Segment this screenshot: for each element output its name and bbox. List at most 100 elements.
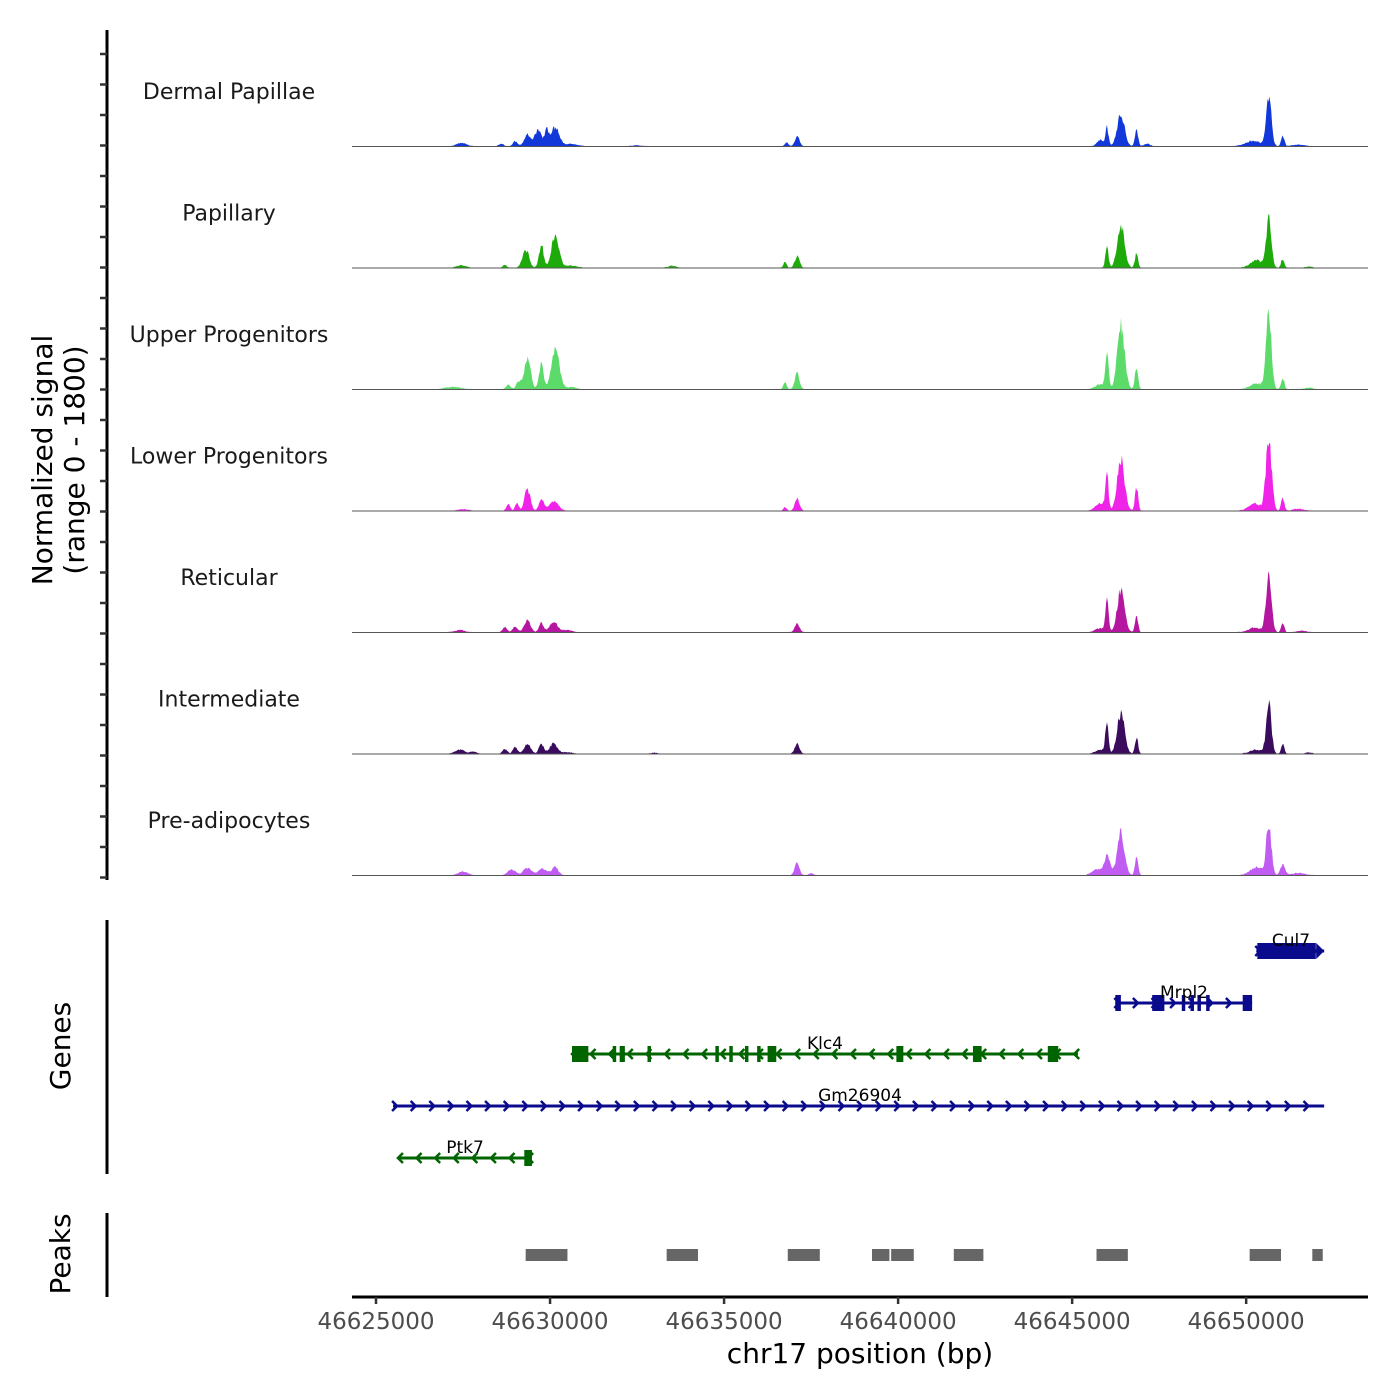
exon bbox=[619, 1046, 625, 1062]
strand-arrow bbox=[998, 1048, 1006, 1060]
strand-arrow bbox=[577, 1100, 585, 1112]
track-label: Pre-adipocytes bbox=[148, 809, 311, 834]
x-tick-label: 46645000 bbox=[1014, 1309, 1131, 1335]
exon bbox=[1206, 995, 1210, 1011]
gene-model: Cul7 bbox=[1254, 931, 1325, 959]
x-tick-label: 46635000 bbox=[666, 1309, 783, 1335]
strand-arrow bbox=[867, 1048, 876, 1060]
strand-arrow bbox=[507, 1152, 516, 1164]
strand-arrow bbox=[433, 1152, 442, 1164]
genes-track-label: Genes bbox=[44, 1002, 77, 1090]
coverage-track: Papillary bbox=[182, 202, 1368, 269]
strand-arrow bbox=[663, 1048, 671, 1060]
track-label: Upper Progenitors bbox=[130, 323, 329, 348]
strand-arrow bbox=[818, 1100, 827, 1112]
exon bbox=[715, 1046, 719, 1062]
peak-region bbox=[953, 1249, 984, 1261]
exon bbox=[1181, 995, 1186, 1011]
strand-arrow bbox=[700, 1048, 709, 1060]
strand-arrow bbox=[1283, 1100, 1292, 1112]
exon bbox=[524, 1150, 532, 1166]
peak-region bbox=[1096, 1249, 1128, 1261]
strand-arrow bbox=[960, 1048, 969, 1060]
strand-arrow bbox=[1153, 1100, 1162, 1112]
strand-arrow bbox=[930, 1100, 939, 1112]
strand-arrow bbox=[942, 1048, 950, 1060]
strand-arrow bbox=[830, 1048, 839, 1060]
strand-arrow bbox=[744, 1100, 753, 1112]
strand-arrow bbox=[1132, 997, 1140, 1009]
exon bbox=[612, 1046, 617, 1062]
coverage-area bbox=[393, 571, 1327, 633]
strand-arrow bbox=[1169, 997, 1177, 1009]
strand-arrow bbox=[391, 1100, 399, 1112]
strand-arrow bbox=[607, 1048, 616, 1060]
exon bbox=[896, 1046, 904, 1062]
gene-label: Cul7 bbox=[1272, 931, 1310, 951]
strand-arrow bbox=[737, 1048, 746, 1060]
x-tick-label: 46625000 bbox=[317, 1309, 434, 1335]
exon bbox=[1197, 995, 1201, 1011]
strand-arrow bbox=[409, 1100, 418, 1112]
strand-arrow bbox=[1035, 1048, 1043, 1060]
strand-arrow bbox=[893, 1100, 902, 1112]
track-label: Lower Progenitors bbox=[130, 445, 328, 470]
exon bbox=[1257, 943, 1316, 959]
exon bbox=[972, 1046, 982, 1062]
strand-arrow bbox=[793, 1048, 802, 1060]
strand-arrow bbox=[489, 1152, 497, 1164]
track-label: Reticular bbox=[180, 566, 278, 591]
strand-arrow bbox=[986, 1100, 995, 1112]
strand-arrow bbox=[396, 1152, 404, 1164]
strand-arrow bbox=[781, 1100, 790, 1112]
strand-arrow bbox=[670, 1100, 678, 1112]
coverage-area bbox=[393, 442, 1327, 511]
peak-region bbox=[787, 1249, 820, 1261]
x-tick-label: 46640000 bbox=[840, 1309, 957, 1335]
strand-arrow bbox=[632, 1100, 641, 1112]
coverage-track: Reticular bbox=[180, 566, 1368, 633]
strand-arrow bbox=[428, 1100, 437, 1112]
strand-arrow bbox=[725, 1100, 734, 1112]
strand-arrow bbox=[1072, 1048, 1081, 1060]
exon bbox=[1190, 995, 1194, 1011]
x-tick-label: 46650000 bbox=[1188, 1309, 1305, 1335]
peak-region bbox=[1249, 1249, 1281, 1261]
strand-arrow bbox=[470, 1152, 479, 1164]
gene-model: Ptk7 bbox=[396, 1138, 535, 1166]
track-label: Papillary bbox=[182, 202, 276, 227]
peak-region bbox=[1312, 1249, 1323, 1261]
peak-region bbox=[666, 1249, 698, 1261]
y-axis-title-line2: (range 0 - 1800) bbox=[58, 345, 91, 574]
strand-arrow bbox=[849, 1048, 857, 1060]
strand-arrow bbox=[1265, 1100, 1274, 1112]
strand-arrow bbox=[614, 1100, 623, 1112]
peak-region bbox=[891, 1249, 914, 1261]
strand-arrow bbox=[1225, 997, 1233, 1009]
strand-arrow bbox=[446, 1100, 455, 1112]
coverage-area bbox=[393, 308, 1327, 390]
exon bbox=[744, 1046, 749, 1062]
x-axis-ticks: 46625000 46630000 46635000 46640000 46645000… bbox=[317, 1297, 1305, 1335]
coverage-tracks: Dermal Papillae Papillary Upper Progenitor… bbox=[130, 80, 1368, 876]
strand-arrow bbox=[1246, 1100, 1255, 1112]
coverage-track: Upper Progenitors bbox=[130, 308, 1368, 390]
gene-model: Gm26904 bbox=[391, 1086, 1325, 1112]
y-axis-title-line1: Normalized signal bbox=[26, 335, 59, 586]
x-axis-title: chr17 position (bp) bbox=[727, 1337, 993, 1370]
coverage-track: Pre-adipocytes bbox=[148, 809, 1368, 876]
coverage-area bbox=[393, 96, 1327, 147]
strand-arrow bbox=[1060, 1100, 1069, 1112]
strand-arrow bbox=[651, 1100, 660, 1112]
coverage-area bbox=[393, 699, 1327, 754]
exon bbox=[1115, 995, 1121, 1011]
gene-label: Ptk7 bbox=[446, 1138, 484, 1158]
strand-arrow bbox=[484, 1100, 492, 1112]
strand-arrow bbox=[681, 1048, 690, 1060]
strand-arrow bbox=[1190, 1100, 1199, 1112]
strand-arrow bbox=[451, 1152, 460, 1164]
exon bbox=[767, 1046, 777, 1062]
strand-arrow bbox=[539, 1100, 548, 1112]
strand-arrow bbox=[800, 1100, 809, 1112]
